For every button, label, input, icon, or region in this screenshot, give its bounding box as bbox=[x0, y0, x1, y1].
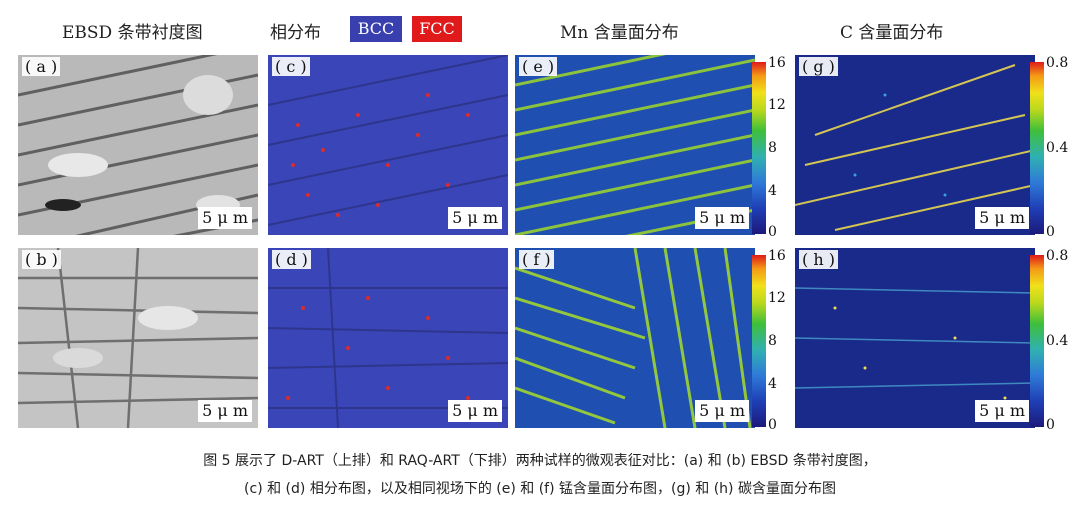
c-tick-0.4: 0.4 bbox=[1046, 333, 1069, 349]
figure-caption-line2: (c) 和 (d) 相分布图，以及相同视场下的 (e) 和 (f) 锰含量面分布… bbox=[244, 481, 836, 497]
header-mn: Mn 含量面分布 bbox=[560, 23, 679, 43]
c-tick-0.8: 0.8 bbox=[1046, 55, 1069, 71]
panel-c-phase-map: ( c ) 5 μ m bbox=[268, 55, 508, 235]
mn-tick-16: 16 bbox=[768, 55, 786, 71]
panel-e-mn-map: ( e ) 5 μ m bbox=[515, 55, 755, 235]
figure-caption-line1: 图 5 展示了 D-ART（上排）和 RAQ-ART（下排）两种试样的微观表征对… bbox=[203, 453, 877, 469]
phase-texture bbox=[268, 248, 508, 428]
panel-f-mn-map: ( f ) 5 μ m bbox=[515, 248, 755, 428]
phase-texture bbox=[268, 55, 508, 235]
scale-bar: 5 μ m bbox=[695, 400, 749, 422]
mn-tick-0: 0 bbox=[768, 224, 777, 240]
panel-d-phase-map: ( d ) 5 μ m bbox=[268, 248, 508, 428]
scale-bar: 5 μ m bbox=[695, 207, 749, 229]
bcc-badge: BCC bbox=[350, 16, 402, 42]
c-tick-0: 0 bbox=[1046, 224, 1055, 240]
mn-colorbar-bottom bbox=[752, 255, 766, 427]
scale-bar: 5 μ m bbox=[975, 400, 1029, 422]
ebsd-texture bbox=[18, 248, 258, 428]
panel-label-f: ( f ) bbox=[519, 250, 554, 269]
mn-tick-8: 8 bbox=[768, 333, 777, 349]
c-texture bbox=[795, 248, 1035, 428]
c-colorbar-top bbox=[1030, 62, 1044, 234]
mn-tick-4: 4 bbox=[768, 376, 777, 392]
mn-tick-12: 12 bbox=[768, 290, 786, 306]
header-ebsd: EBSD 条带衬度图 bbox=[62, 23, 203, 43]
mn-texture bbox=[515, 248, 755, 428]
panel-label-b: ( b ) bbox=[22, 250, 61, 269]
panel-label-h: ( h ) bbox=[799, 250, 838, 269]
panel-label-a: ( a ) bbox=[22, 57, 61, 76]
scale-bar: 5 μ m bbox=[448, 400, 502, 422]
ebsd-texture bbox=[18, 55, 258, 235]
header-c: C 含量面分布 bbox=[840, 23, 944, 43]
panel-label-c: ( c ) bbox=[272, 57, 310, 76]
header-phase: 相分布 bbox=[270, 23, 321, 43]
panel-label-e: ( e ) bbox=[519, 57, 558, 76]
c-tick-0: 0 bbox=[1046, 417, 1055, 433]
mn-tick-0: 0 bbox=[768, 417, 777, 433]
panel-label-g: ( g ) bbox=[799, 57, 838, 76]
c-texture bbox=[795, 55, 1035, 235]
mn-colorbar-top bbox=[752, 62, 766, 234]
fcc-badge: FCC bbox=[412, 16, 462, 42]
panel-b-ebsd-map: ( b ) 5 μ m bbox=[18, 248, 258, 428]
c-colorbar-bottom bbox=[1030, 255, 1044, 427]
panel-g-c-map: ( g ) 5 μ m bbox=[795, 55, 1035, 235]
panel-h-c-map: ( h ) 5 μ m bbox=[795, 248, 1035, 428]
mn-tick-16: 16 bbox=[768, 248, 786, 264]
scale-bar: 5 μ m bbox=[448, 207, 502, 229]
panel-a-ebsd-map: ( a ) 5 μ m bbox=[18, 55, 258, 235]
c-tick-0.8: 0.8 bbox=[1046, 248, 1069, 264]
panel-label-d: ( d ) bbox=[272, 250, 311, 269]
mn-tick-12: 12 bbox=[768, 97, 786, 113]
scale-bar: 5 μ m bbox=[198, 400, 252, 422]
mn-tick-8: 8 bbox=[768, 140, 777, 156]
scale-bar: 5 μ m bbox=[198, 207, 252, 229]
scale-bar: 5 μ m bbox=[975, 207, 1029, 229]
mn-texture bbox=[515, 55, 755, 235]
c-tick-0.4: 0.4 bbox=[1046, 140, 1069, 156]
mn-tick-4: 4 bbox=[768, 183, 777, 199]
